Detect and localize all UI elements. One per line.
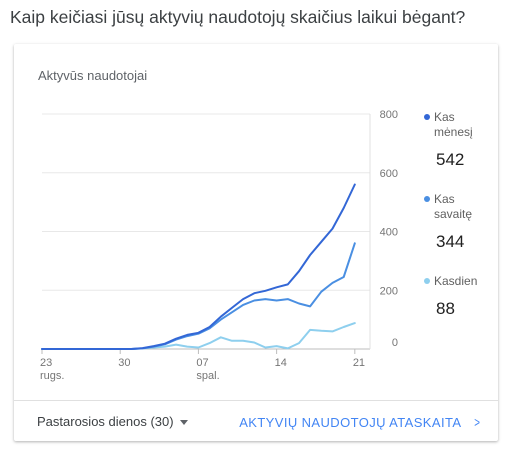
series-line-0 xyxy=(41,183,356,350)
legend-label-daily: Kasdien xyxy=(424,274,496,289)
caret-down-icon xyxy=(179,420,188,426)
date-range-dropdown[interactable]: Pastarosios dienos (30) xyxy=(37,414,188,429)
x-tick-label: 21 xyxy=(353,357,365,369)
legend-label-monthly: Kas mėnesį xyxy=(424,110,496,140)
active-users-card: Aktyvūs naudotojai 0 200 400 600 800 23 rugs. 3… xyxy=(14,44,498,441)
legend-dot-monthly xyxy=(424,114,430,120)
legend-value-weekly: 344 xyxy=(436,232,465,251)
legend-dot-daily xyxy=(424,278,430,284)
chevron-right-icon: > xyxy=(474,414,481,430)
legend-monthly: Kas mėnesį 542 xyxy=(424,110,496,170)
card-title: Aktyvūs naudotojai xyxy=(38,68,148,83)
x-tick-label: 07 xyxy=(196,357,208,369)
y-tick-label: 800 xyxy=(380,109,398,121)
report-link-label: AKTYVIŲ NAUDOTOJŲ ATASKAITA xyxy=(239,415,462,430)
legend-text-daily-1: Kasdien xyxy=(434,274,478,288)
active-users-report-link[interactable]: AKTYVIŲ NAUDOTOJŲ ATASKAITA > xyxy=(239,414,482,430)
x-tick-label-month: rugs. xyxy=(40,370,64,382)
series-line-2 xyxy=(41,322,356,350)
y-tick-label: 200 xyxy=(380,285,398,297)
legend-dot-weekly xyxy=(424,196,430,202)
legend-value-daily: 88 xyxy=(436,299,455,318)
x-tick-label: 23 xyxy=(40,357,52,369)
legend-label-weekly: Kas savaitę xyxy=(424,192,496,222)
page-heading: Kaip keičiasi jūsų aktyvių naudotojų ska… xyxy=(10,7,466,27)
date-range-label: Pastarosios dienos (30) xyxy=(37,414,174,429)
legend-text-monthly-1: Kas xyxy=(434,110,455,124)
legend-text-weekly-1: Kas xyxy=(434,192,455,206)
x-tick-label: 14 xyxy=(275,357,287,369)
y-tick-label: 600 xyxy=(380,168,398,180)
x-tick-label: 30 xyxy=(118,357,130,369)
y-tick-label: 400 xyxy=(380,227,398,239)
legend-daily: Kasdien 88 xyxy=(424,274,496,319)
legend-text-monthly-2: mėnesį xyxy=(434,125,473,139)
card-footer: Pastarosios dienos (30) AKTYVIŲ NAUDOTOJ… xyxy=(14,400,498,441)
legend-text-weekly-2: savaitę xyxy=(434,207,473,221)
legend-value-monthly: 542 xyxy=(436,150,465,169)
y-tick-label: 0 xyxy=(392,337,398,349)
x-tick-label-month: spal. xyxy=(196,370,219,382)
legend-weekly: Kas savaitę 344 xyxy=(424,192,496,252)
